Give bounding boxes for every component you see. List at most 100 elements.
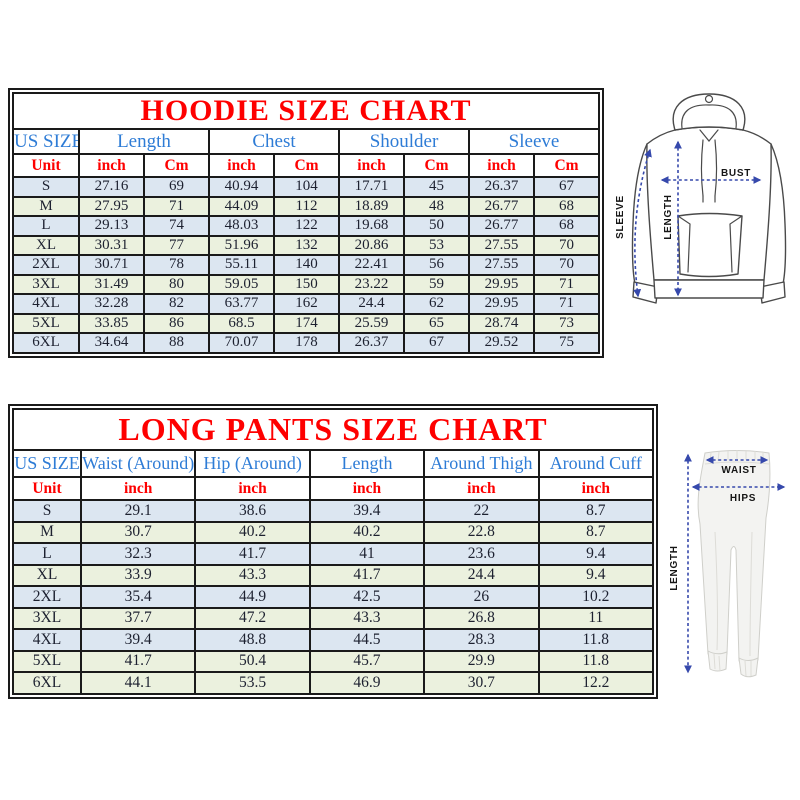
value-cell: 50 xyxy=(403,215,470,237)
size-label-cell: 4XL xyxy=(12,628,82,652)
value-cell: 26.37 xyxy=(468,176,535,198)
size-row-3XL: 3XL 31.49 80 59.05 150 23.22 59 29.95 71 xyxy=(12,273,600,295)
value-cell: 27.55 xyxy=(468,234,535,256)
value-cell: 38.6 xyxy=(194,499,311,523)
column-group-header: Chest xyxy=(208,128,340,155)
unit-cell: inch xyxy=(338,153,405,178)
value-cell: 70.07 xyxy=(208,332,275,354)
value-cell: 71 xyxy=(533,273,600,295)
value-cell: 39.4 xyxy=(308,499,426,523)
value-cell: 68.5 xyxy=(208,312,275,334)
column-group-header: Length xyxy=(308,449,426,478)
pants-size-chart: LONG PANTS SIZE CHART US SIZE Waist (Aroun… xyxy=(8,404,658,699)
unit-cell: inch xyxy=(537,476,655,501)
value-cell: 73 xyxy=(533,312,600,334)
column-group-header: Sleeve xyxy=(468,128,600,155)
size-row-5XL: 5XL 41.7 50.4 45.7 29.9 11.8 xyxy=(12,649,655,673)
value-cell: 40.2 xyxy=(194,520,311,544)
size-row-M: M 27.95 71 44.09 112 18.89 48 26.77 68 xyxy=(12,195,600,217)
value-cell: 29.1 xyxy=(79,499,197,523)
value-cell: 43.3 xyxy=(308,606,426,630)
column-group-header: Around Cuff xyxy=(537,449,655,478)
value-cell: 48.8 xyxy=(194,628,311,652)
value-cell: 20.86 xyxy=(338,234,405,256)
column-group-header: Shoulder xyxy=(338,128,470,155)
size-row-XL: XL 30.31 77 51.96 132 20.86 53 27.55 70 xyxy=(12,234,600,256)
value-cell: 59.05 xyxy=(208,273,275,295)
value-cell: 8.7 xyxy=(537,520,655,544)
value-cell: 31.49 xyxy=(78,273,145,295)
size-row-S: S 27.16 69 40.94 104 17.71 45 26.37 67 xyxy=(12,176,600,198)
value-cell: 78 xyxy=(143,254,210,276)
value-cell: 150 xyxy=(273,273,340,295)
size-row-4XL: 4XL 39.4 48.8 44.5 28.3 11.8 xyxy=(12,628,655,652)
size-row-S: S 29.1 38.6 39.4 22 8.7 xyxy=(12,499,655,523)
value-cell: 30.7 xyxy=(79,520,197,544)
waist-label: WAIST xyxy=(721,465,756,476)
value-cell: 11.8 xyxy=(537,649,655,673)
size-row-4XL: 4XL 32.28 82 63.77 162 24.4 62 29.95 71 xyxy=(12,293,600,315)
hoodie-measure-arrows: BUST LENGTH SLEEVE xyxy=(615,140,762,298)
value-cell: 41.7 xyxy=(79,649,197,673)
value-cell: 33.85 xyxy=(78,312,145,334)
value-cell: 28.74 xyxy=(468,312,535,334)
value-cell: 11 xyxy=(537,606,655,630)
size-label-cell: 3XL xyxy=(12,273,80,295)
value-cell: 30.71 xyxy=(78,254,145,276)
value-cell: 39.4 xyxy=(79,628,197,652)
value-cell: 29.9 xyxy=(423,649,540,673)
value-cell: 26.77 xyxy=(468,215,535,237)
value-cell: 56 xyxy=(403,254,470,276)
value-cell: 71 xyxy=(143,195,210,217)
value-cell: 30.7 xyxy=(423,671,540,695)
size-row-3XL: 3XL 37.7 47.2 43.3 26.8 11 xyxy=(12,606,655,630)
size-row-5XL: 5XL 33.85 86 68.5 174 25.59 65 28.74 73 xyxy=(12,312,600,334)
value-cell: 53.5 xyxy=(194,671,311,695)
bust-label: BUST xyxy=(721,168,751,179)
size-label-cell: M xyxy=(12,520,82,544)
value-cell: 23.22 xyxy=(338,273,405,295)
value-cell: 104 xyxy=(273,176,340,198)
size-label-cell: 5XL xyxy=(12,649,82,673)
pants-measurement-figure: WAIST HIPS LENGTH xyxy=(669,450,786,678)
value-cell: 48.03 xyxy=(208,215,275,237)
value-cell: 25.59 xyxy=(338,312,405,334)
value-cell: 23.6 xyxy=(423,542,540,566)
value-cell: 24.4 xyxy=(338,293,405,315)
value-cell: 70 xyxy=(533,234,600,256)
value-cell: 12.2 xyxy=(537,671,655,695)
value-cell: 162 xyxy=(273,293,340,315)
value-cell: 32.28 xyxy=(78,293,145,315)
chart-title-row: HOODIE SIZE CHART xyxy=(12,92,600,130)
value-cell: 30.31 xyxy=(78,234,145,256)
value-cell: 50.4 xyxy=(194,649,311,673)
value-cell: 63.77 xyxy=(208,293,275,315)
value-cell: 44.09 xyxy=(208,195,275,217)
value-cell: 17.71 xyxy=(338,176,405,198)
value-cell: 9.4 xyxy=(537,563,655,587)
value-cell: 28.3 xyxy=(423,628,540,652)
value-cell: 27.95 xyxy=(78,195,145,217)
value-cell: 70 xyxy=(533,254,600,276)
value-cell: 65 xyxy=(403,312,470,334)
value-cell: 48 xyxy=(403,195,470,217)
size-label-cell: 2XL xyxy=(12,254,80,276)
value-cell: 42.5 xyxy=(308,585,426,609)
value-cell: 68 xyxy=(533,195,600,217)
value-cell: 122 xyxy=(273,215,340,237)
size-label-cell: S xyxy=(12,176,80,198)
value-cell: 46.9 xyxy=(308,671,426,695)
value-cell: 22.8 xyxy=(423,520,540,544)
size-row-L: L 32.3 41.7 41 23.6 9.4 xyxy=(12,542,655,566)
unit-row: Unit inch Cm inch Cm inch Cm inch Cm xyxy=(12,153,600,178)
value-cell: 24.4 xyxy=(423,563,540,587)
size-row-L: L 29.13 74 48.03 122 19.68 50 26.77 68 xyxy=(12,215,600,237)
value-cell: 27.55 xyxy=(468,254,535,276)
value-cell: 19.68 xyxy=(338,215,405,237)
value-cell: 32.3 xyxy=(79,542,197,566)
value-cell: 80 xyxy=(143,273,210,295)
hips-label: HIPS xyxy=(730,493,756,504)
value-cell: 44.5 xyxy=(308,628,426,652)
value-cell: 8.7 xyxy=(537,499,655,523)
